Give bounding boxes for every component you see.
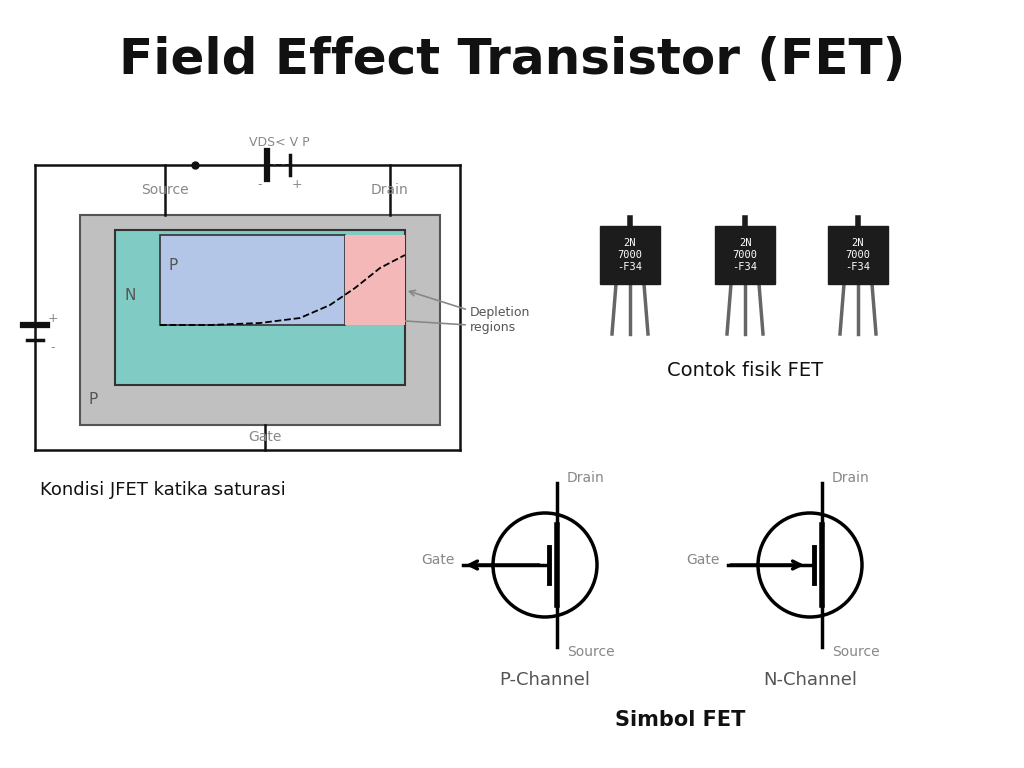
Text: Drain: Drain [371, 183, 409, 197]
Text: N-Channel: N-Channel [763, 671, 857, 689]
Text: Kondisi JFET katika saturasi: Kondisi JFET katika saturasi [40, 481, 286, 499]
Text: Drain: Drain [567, 471, 605, 485]
Text: Source: Source [831, 645, 880, 659]
Bar [600, 226, 660, 284]
Text: 2N
7000
-F34: 2N 7000 -F34 [732, 238, 758, 272]
Text: -: - [258, 178, 262, 191]
Text: Depletion
regions: Depletion regions [470, 306, 530, 334]
Bar [160, 235, 345, 325]
Text: P: P [88, 392, 97, 408]
Bar [828, 226, 888, 284]
Text: Source: Source [567, 645, 614, 659]
Text: P: P [168, 257, 177, 273]
Bar [715, 226, 775, 284]
Text: Simbol FET: Simbol FET [614, 710, 745, 730]
Text: Source: Source [141, 183, 188, 197]
Text: Gate: Gate [422, 553, 455, 567]
Bar [115, 230, 406, 385]
Text: +: + [292, 178, 302, 191]
Text: +: + [48, 312, 58, 325]
Text: N: N [125, 287, 136, 303]
Text: Drain: Drain [831, 471, 869, 485]
Bar [80, 215, 440, 425]
Text: Field Effect Transistor (FET): Field Effect Transistor (FET) [119, 36, 905, 84]
Text: P-Channel: P-Channel [500, 671, 591, 689]
Polygon shape [345, 235, 406, 325]
Text: -: - [51, 342, 55, 355]
Text: VDS< V P: VDS< V P [249, 137, 309, 150]
Text: 2N
7000
-F34: 2N 7000 -F34 [846, 238, 870, 272]
Text: Gate: Gate [248, 430, 282, 444]
Text: Gate: Gate [687, 553, 720, 567]
Text: Contok fisik FET: Contok fisik FET [667, 360, 823, 379]
Text: 2N
7000
-F34: 2N 7000 -F34 [617, 238, 642, 272]
